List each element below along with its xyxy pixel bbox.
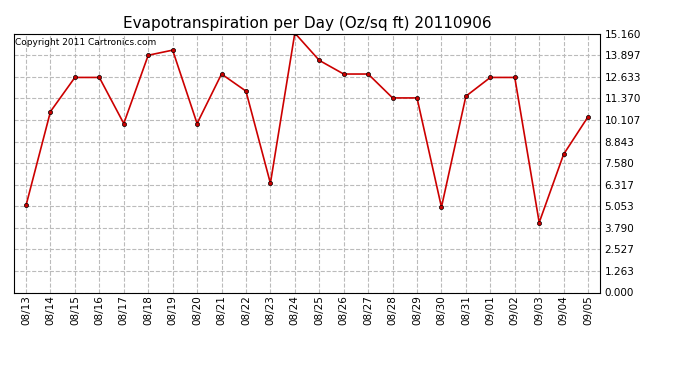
Title: Evapotranspiration per Day (Oz/sq ft) 20110906: Evapotranspiration per Day (Oz/sq ft) 20…: [123, 16, 491, 31]
Text: Copyright 2011 Cartronics.com: Copyright 2011 Cartronics.com: [15, 38, 156, 46]
